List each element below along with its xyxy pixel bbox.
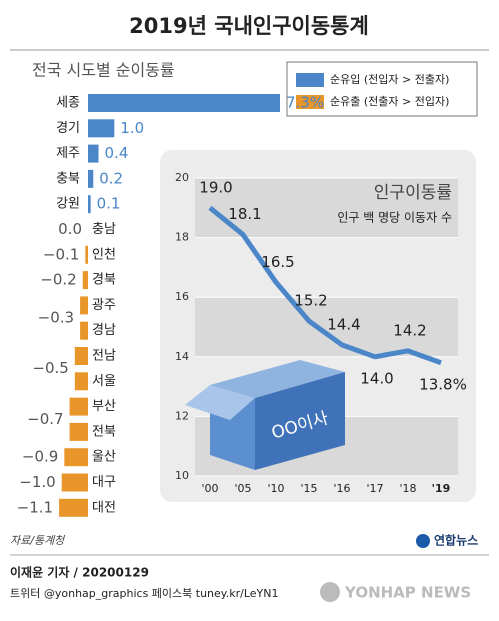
value-label: 13.8%: [419, 375, 467, 393]
bar: [69, 397, 88, 416]
category-label: 세종: [56, 96, 80, 111]
x-tick-label: '19: [432, 482, 451, 495]
value-label: 0.1: [97, 195, 121, 213]
category-label: 대구: [92, 475, 116, 490]
value-label: 14.2: [393, 321, 426, 339]
bar: [74, 347, 88, 365]
value-label: −0.9: [22, 448, 58, 466]
title: 2019년 국내인구이동통계: [129, 14, 369, 38]
category-label: 서울: [92, 374, 116, 389]
category-label: 광주: [92, 298, 116, 313]
value-label: 0.0: [58, 220, 82, 238]
bar: [88, 169, 94, 188]
box-illustration: OO이사: [185, 360, 345, 470]
value-label: −0.5: [32, 359, 68, 377]
bar: [82, 271, 88, 290]
bar: [88, 94, 280, 112]
x-tick-label: '16: [333, 482, 350, 495]
y-tick-label: 14: [175, 350, 189, 363]
value-label: 14.0: [360, 369, 393, 387]
value-label: −0.1: [43, 245, 79, 263]
y-tick-label: 10: [175, 469, 189, 482]
legend-swatch: [296, 95, 324, 109]
line-subtitle: 인구 백 명당 이동자 수: [337, 211, 452, 225]
bar: [64, 448, 88, 467]
y-tick-label: 12: [175, 409, 189, 422]
bar: [74, 372, 88, 391]
value-label: −1.1: [17, 498, 53, 516]
category-label: 경북: [92, 273, 116, 288]
category-label: 인천: [92, 247, 116, 262]
y-tick-label: 20: [175, 171, 189, 184]
x-tick-label: '10: [267, 482, 284, 495]
grid-band: [195, 178, 458, 238]
category-label: 부산: [92, 399, 116, 414]
legend-swatch: [296, 73, 324, 87]
value-label: 19.0: [199, 178, 232, 196]
grid-band: [195, 297, 458, 357]
value-label: −0.7: [27, 410, 63, 428]
box-flap: [185, 385, 255, 420]
bar: [85, 245, 88, 264]
value-label: 7.3%: [286, 94, 324, 112]
legend-label: 순유출 (전출자 > 전입자): [330, 95, 449, 108]
category-label: 경남: [92, 323, 116, 338]
value-label: −0.2: [40, 271, 76, 289]
category-label: 제주: [56, 146, 80, 161]
brand: YONHAP NEWS: [344, 584, 471, 602]
bar-chart-title: 전국 시도별 순이동률: [32, 61, 175, 80]
bar: [61, 473, 88, 492]
value-label: 0.4: [105, 144, 129, 162]
category-label: 충북: [56, 171, 80, 186]
x-tick-label: '00: [201, 482, 218, 495]
x-tick-label: '15: [300, 482, 317, 495]
value-label: 0.2: [99, 169, 123, 187]
byline: 이재윤 기자 / 20200129: [10, 565, 149, 580]
value-label: 15.2: [294, 292, 327, 310]
x-tick-label: '05: [234, 482, 251, 495]
social: 트위터 @yonhap_graphics 페이스북 tuney.kr/LeYN1: [10, 587, 278, 600]
category-label: 전북: [92, 424, 116, 439]
value-label: 16.5: [261, 253, 294, 271]
category-label: 강원: [56, 197, 80, 212]
bar: [88, 195, 91, 214]
y-tick-label: 16: [175, 290, 189, 303]
bar: [59, 498, 88, 517]
source: 자료/통계청: [10, 534, 66, 547]
brand-logo: [320, 582, 340, 602]
line-title: 인구이동률: [374, 183, 452, 203]
agency-logo: [416, 534, 430, 548]
line: [208, 205, 442, 366]
category-label: 울산: [92, 450, 116, 465]
bar: [88, 119, 115, 138]
bar: [80, 321, 88, 340]
bar: [69, 422, 88, 441]
legend-label: 순유입 (전입자 > 전출자): [330, 73, 449, 86]
agency: 연합뉴스: [434, 533, 478, 548]
category-label: 경기: [56, 121, 80, 136]
box-top: [210, 360, 345, 398]
box-side: [255, 372, 345, 470]
value-label: 1.0: [120, 119, 144, 137]
value-label: −0.3: [38, 309, 74, 327]
bar: [80, 296, 88, 315]
bar: [88, 144, 99, 163]
category-label: 충남: [92, 222, 116, 237]
category-label: 대전: [92, 500, 116, 515]
value-label: 14.4: [327, 315, 360, 333]
value-label: 18.1: [228, 205, 261, 223]
x-tick-label: '17: [366, 482, 383, 495]
value-label: −1.0: [19, 473, 55, 491]
category-label: 전남: [92, 349, 116, 364]
y-tick-label: 18: [175, 231, 189, 244]
x-tick-label: '18: [399, 482, 416, 495]
